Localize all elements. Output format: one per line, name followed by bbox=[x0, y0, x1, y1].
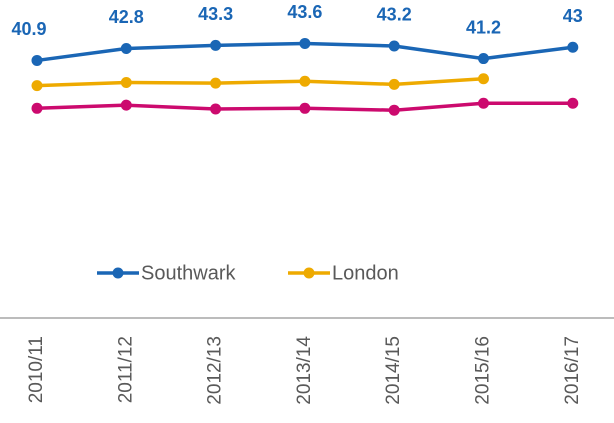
data-point bbox=[567, 41, 579, 53]
data-point bbox=[31, 80, 43, 92]
data-point bbox=[210, 77, 222, 89]
data-point bbox=[210, 39, 222, 51]
data-point bbox=[478, 53, 489, 65]
data-point bbox=[299, 102, 311, 114]
data-point bbox=[478, 97, 489, 109]
data-point bbox=[120, 42, 132, 54]
data-point bbox=[31, 54, 43, 66]
data-point bbox=[388, 104, 400, 116]
x-tick-label: 2010/11 bbox=[26, 336, 47, 403]
data-label: 40.9 bbox=[11, 19, 46, 39]
legend-marker bbox=[303, 267, 315, 279]
data-point bbox=[299, 75, 311, 87]
legend-label: London bbox=[332, 262, 399, 284]
data-point bbox=[388, 40, 400, 52]
x-tick-label: 2011/12 bbox=[115, 336, 136, 403]
data-label: 43.3 bbox=[198, 4, 233, 24]
x-tick-label: 2013/14 bbox=[294, 336, 315, 405]
x-tick-label: 2016/17 bbox=[562, 336, 583, 405]
data-point bbox=[299, 37, 311, 49]
series-line bbox=[36, 76, 484, 88]
data-point bbox=[120, 76, 132, 88]
data-label: 42.8 bbox=[109, 7, 144, 27]
data-point bbox=[31, 102, 43, 114]
data-label: 43.2 bbox=[377, 5, 412, 25]
data-point bbox=[120, 99, 132, 111]
x-tick-label: 2014/15 bbox=[383, 336, 404, 405]
data-label: 43 bbox=[563, 6, 583, 26]
x-tick-label: 2012/13 bbox=[205, 336, 226, 405]
data-label: 43.6 bbox=[287, 2, 322, 22]
x-tick-label: 2015/16 bbox=[473, 336, 494, 405]
legend-label: Southwark bbox=[141, 262, 236, 284]
data-label: 41.2 bbox=[466, 17, 501, 37]
data-point bbox=[478, 73, 489, 85]
data-point bbox=[388, 78, 400, 90]
legend-marker bbox=[112, 267, 124, 279]
data-point bbox=[210, 103, 222, 115]
data-point bbox=[567, 97, 579, 109]
